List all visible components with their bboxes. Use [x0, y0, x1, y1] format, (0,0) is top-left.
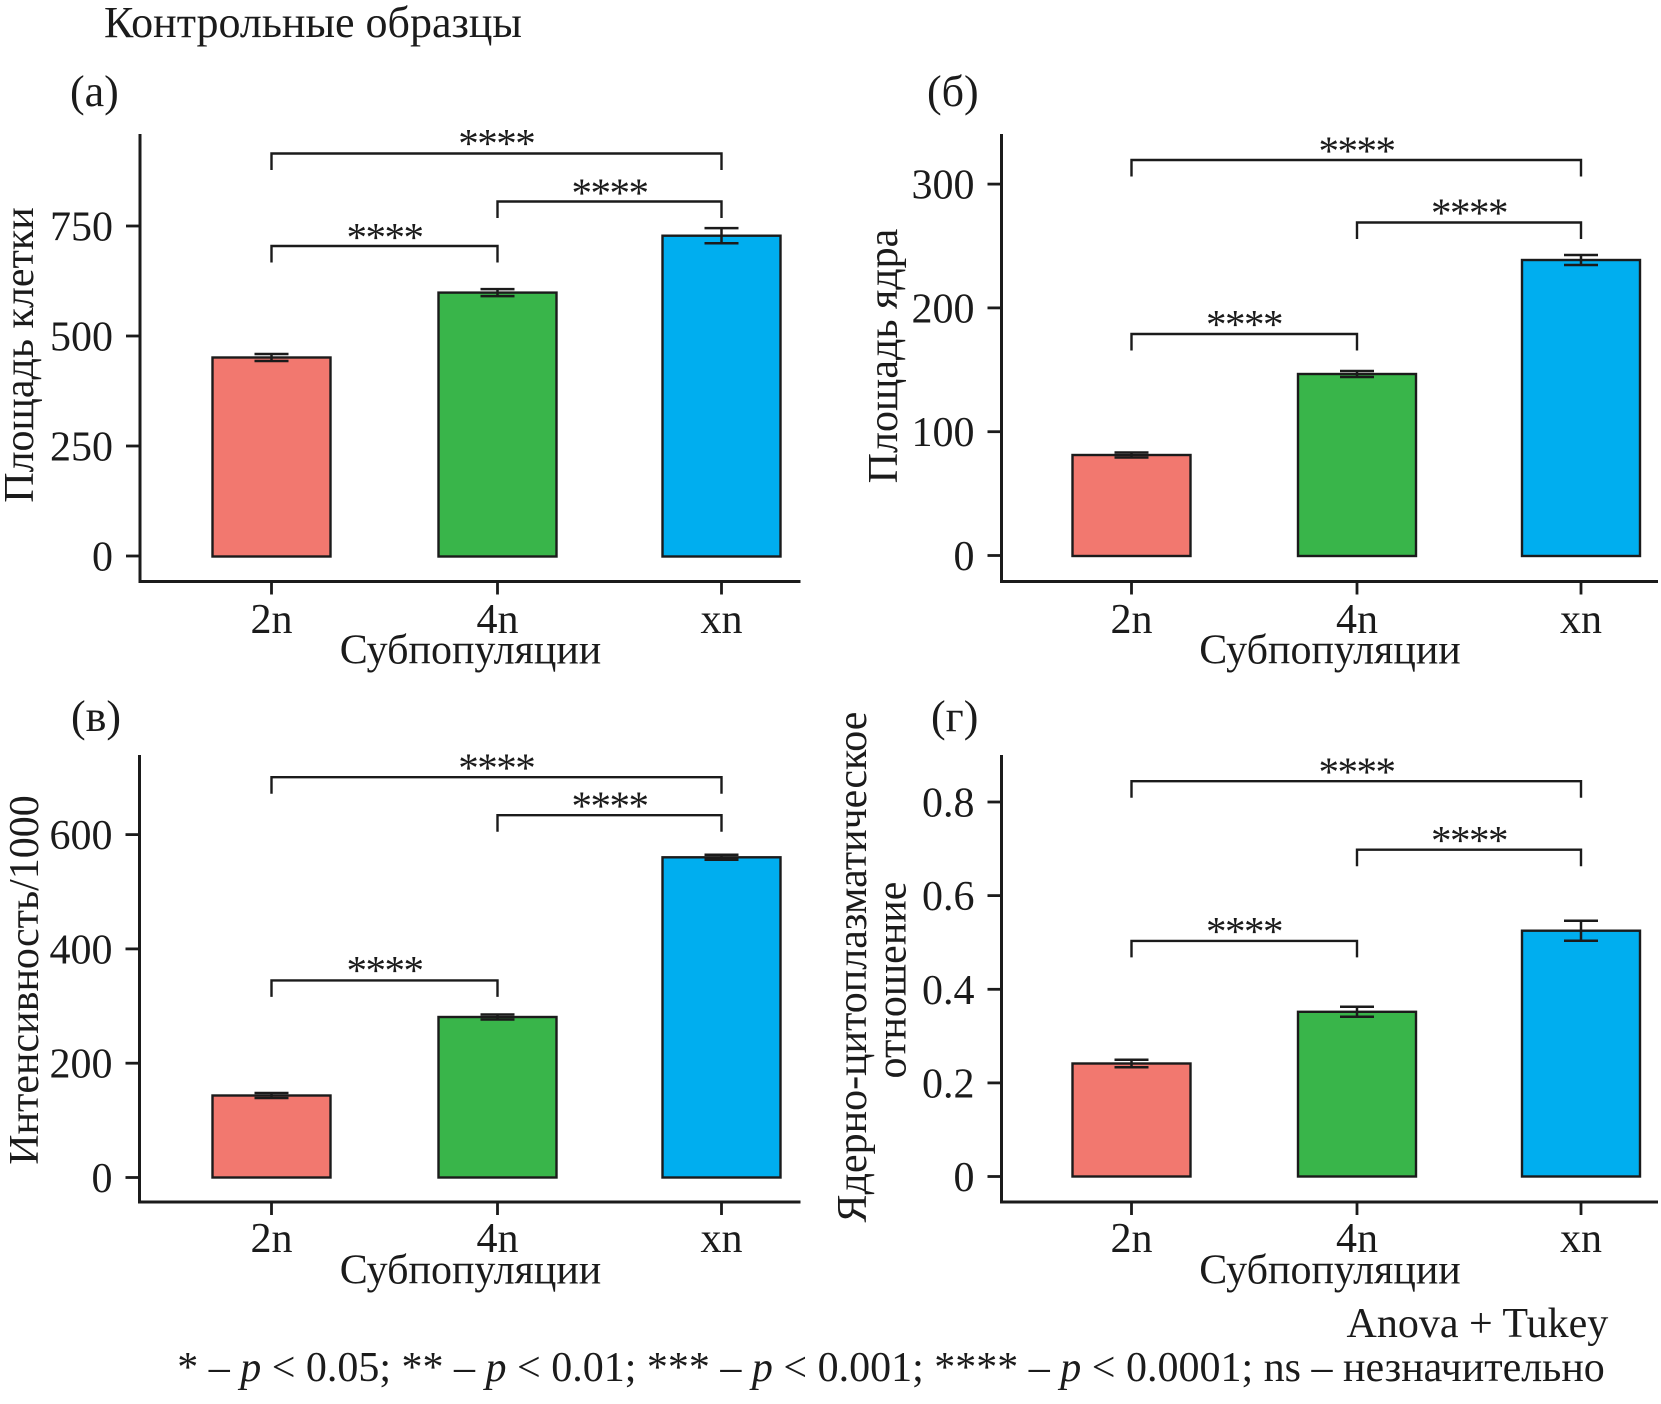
svg-text:600: 600: [50, 813, 113, 859]
svg-text:****: ****: [458, 120, 534, 166]
svg-text:(в): (в): [71, 692, 121, 741]
svg-text:xn: xn: [701, 1216, 743, 1262]
svg-text:****: ****: [572, 783, 648, 829]
svg-text:2n: 2n: [1111, 1216, 1153, 1262]
svg-text:Anova + Tukey: Anova + Tukey: [1347, 1301, 1609, 1347]
svg-text:250: 250: [50, 425, 113, 471]
svg-text:Площадь ядра: Площадь ядра: [861, 228, 907, 483]
svg-text:Ядерно-цитоплазматическое: Ядерно-цитоплазматическое: [830, 712, 876, 1223]
svg-text:200: 200: [50, 1042, 113, 1088]
svg-text:отношение: отношение: [870, 882, 916, 1079]
svg-text:* – p < 0.05; ** – p < 0.01; *: * – p < 0.05; ** – p < 0.01; *** – p < 0…: [177, 1345, 1605, 1391]
svg-text:(г): (г): [931, 692, 978, 741]
svg-text:2n: 2n: [251, 1216, 293, 1262]
svg-text:****: ****: [347, 947, 423, 993]
svg-text:0: 0: [92, 535, 113, 581]
svg-text:****: ****: [458, 745, 534, 791]
svg-text:Субпопуляции: Субпопуляции: [1199, 1248, 1461, 1294]
svg-text:xn: xn: [1560, 1216, 1602, 1262]
svg-text:****: ****: [1431, 817, 1507, 863]
svg-text:****: ****: [572, 170, 648, 216]
svg-text:****: ****: [1319, 749, 1395, 795]
svg-text:100: 100: [912, 410, 975, 456]
svg-text:xn: xn: [1560, 597, 1602, 643]
svg-text:xn: xn: [701, 597, 743, 643]
svg-text:0: 0: [954, 534, 975, 580]
svg-text:0.8: 0.8: [922, 781, 975, 827]
svg-text:750: 750: [50, 205, 113, 251]
svg-text:300: 300: [912, 163, 975, 209]
svg-text:0.4: 0.4: [922, 968, 975, 1014]
svg-text:Контрольные образцы: Контрольные образцы: [104, 0, 522, 47]
svg-text:(б): (б): [927, 67, 979, 116]
svg-text:(а): (а): [70, 67, 119, 116]
svg-text:4n: 4n: [477, 597, 519, 643]
svg-text:500: 500: [50, 315, 113, 361]
svg-text:****: ****: [1431, 190, 1507, 236]
svg-text:2n: 2n: [1111, 597, 1153, 643]
svg-text:Площадь клетки: Площадь клетки: [0, 207, 43, 503]
svg-text:2n: 2n: [251, 597, 293, 643]
svg-text:200: 200: [912, 286, 975, 332]
svg-text:Интенсивность/1000: Интенсивность/1000: [2, 795, 48, 1165]
svg-text:0: 0: [954, 1155, 975, 1201]
svg-text:****: ****: [1206, 301, 1282, 347]
svg-text:Субпопуляции: Субпопуляции: [340, 1248, 602, 1294]
svg-text:4n: 4n: [477, 1216, 519, 1262]
svg-text:0.2: 0.2: [922, 1061, 975, 1107]
svg-text:0.6: 0.6: [922, 874, 975, 920]
svg-text:****: ****: [1319, 128, 1395, 174]
svg-text:Субпопуляции: Субпопуляции: [340, 628, 602, 674]
svg-text:****: ****: [1206, 908, 1282, 954]
svg-text:4n: 4n: [1336, 597, 1378, 643]
svg-text:4n: 4n: [1336, 1216, 1378, 1262]
svg-text:0: 0: [92, 1156, 113, 1202]
svg-text:400: 400: [50, 927, 113, 973]
svg-text:****: ****: [347, 214, 423, 260]
svg-text:Субпопуляции: Субпопуляции: [1199, 628, 1461, 674]
